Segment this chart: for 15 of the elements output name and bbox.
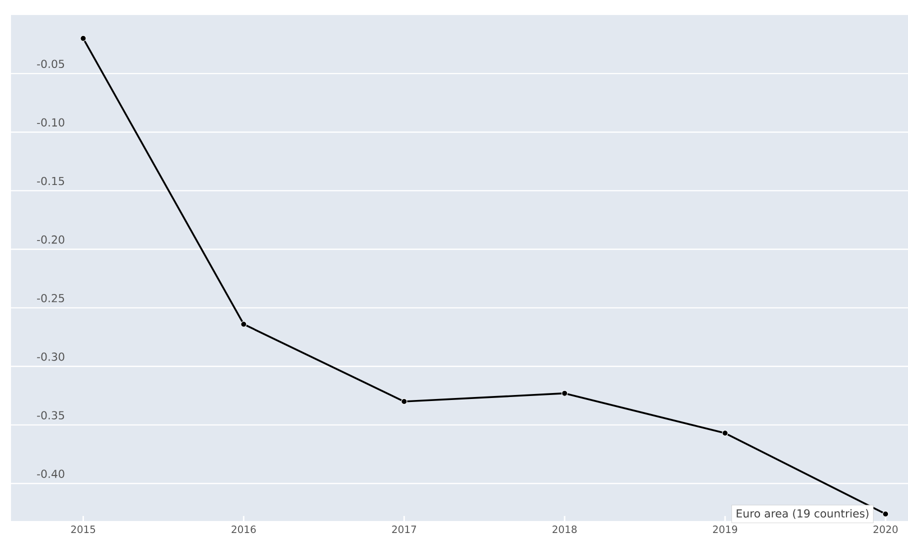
y-tick-label: -0.40 xyxy=(37,470,64,478)
y-tick-label: -0.10 xyxy=(37,118,64,127)
y-tick-label: -0.30 xyxy=(37,352,64,361)
y-tick-label: -0.05 xyxy=(37,60,64,68)
x-tick-label: 2020 xyxy=(874,526,898,534)
x-tick-label: 2019 xyxy=(713,526,738,534)
x-tick-label: 2016 xyxy=(232,526,256,534)
x-tick-label: 2015 xyxy=(71,526,96,534)
y-tick-label: -0.15 xyxy=(37,176,64,186)
y-tick-label: -0.35 xyxy=(37,411,64,420)
y-tick-label: -0.25 xyxy=(37,294,64,302)
x-tick-label: 2017 xyxy=(392,526,416,534)
series-label: Euro area (19 countries) xyxy=(736,509,868,519)
x-tick-label: 2018 xyxy=(552,526,577,534)
y-tick-label: -0.20 xyxy=(37,235,64,244)
